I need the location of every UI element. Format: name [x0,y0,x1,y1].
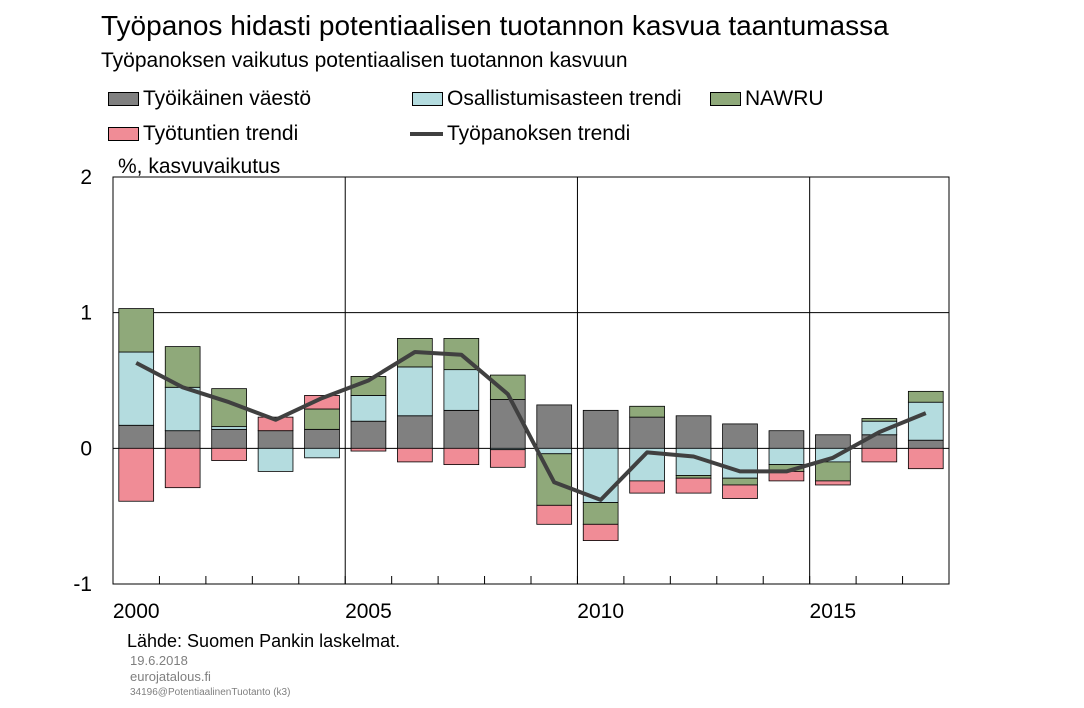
plot-frame [112,176,950,585]
bar-segment [629,405,665,418]
bar-segment [675,477,712,494]
bar-segment [536,504,573,525]
bar-segment [397,366,433,417]
bar-segment [768,430,805,449]
bar-segment [350,447,387,452]
x-tick-label: 2005 [345,600,392,623]
legend-item-nawru: NAWRU [710,87,824,111]
site-name: eurojatalous.fi [130,669,211,684]
legend-label: Työikäinen väestö [143,87,312,110]
bar-segment [815,461,851,482]
bar-segment [257,430,294,449]
x-tick-label: 2010 [577,600,624,623]
legend-swatch-icon [710,92,741,106]
bar-segment [907,390,944,403]
bar-segment [304,408,340,430]
chart-id: 34196@PotentiaalinenTuotanto (k3) [130,687,291,698]
legend-swatch-icon [412,92,443,106]
bar-segment [164,447,201,489]
bar-segment [582,523,619,541]
legend-swatch-icon [108,127,139,141]
date-stamp: 19.6.2018 [130,653,188,668]
bar-segment [675,415,712,449]
bar-segment [629,480,665,494]
bar-segment [118,424,155,449]
bar-segment [722,423,758,449]
bar-segment [815,480,851,486]
bar-segment [443,369,480,411]
bar-segment [861,418,898,422]
x-tick-label: 2000 [113,600,160,623]
bar-segment [861,447,898,463]
legend-label: NAWRU [745,87,824,110]
legend-line-icon [410,132,443,136]
bar-segment [536,404,573,449]
legend-label: Työpanoksen trendi [447,122,631,145]
legend-swatch-icon [108,92,139,106]
bar-segment [907,439,944,449]
legend-item-tyotuntien-trendi: Työtuntien trendi [108,122,298,146]
bar-segment [582,409,619,449]
y-tick-label: 1 [80,302,92,325]
bar-segment [582,502,619,525]
bar-segment [257,447,294,472]
bar-segment [397,415,433,449]
bar-segment [211,447,247,461]
bar-segment [907,401,944,441]
bar-segment [164,430,201,449]
y-tick-label: -1 [73,573,92,596]
bar-segment [629,416,665,449]
bar-segment [489,449,526,468]
bar-segment [489,399,526,449]
bar-segment [304,395,340,410]
bar-segment [350,395,387,422]
chart-title: Työpanos hidasti potentiaalisen tuotanno… [101,10,889,41]
bar-segment [257,416,294,432]
bar-segment [118,308,155,353]
bar-segment [722,477,758,486]
y-axis-unit-label: %, kasvuvaikutus [118,155,281,178]
chart-subtitle: Työpanoksen vaikutus potentiaalisen tuot… [101,49,628,72]
bar-segment [675,475,712,479]
bar-segment [815,434,851,449]
legend-label: Osallistumisasteen trendi [447,87,682,110]
bar-segment [304,428,340,449]
bar-segment [722,484,758,499]
bar-segment [350,420,387,449]
bar-segment [722,447,758,479]
x-tick-label: 2015 [810,600,857,623]
legend-item-tyoikainen-vaesto: Työikäinen väestö [108,87,311,111]
bar-segment [443,447,480,466]
bar-segment [397,447,433,463]
bar-segment [118,447,155,502]
bar-segment [211,428,247,449]
legend-item-tyopanoksen-trendi: Työpanoksen trendi [410,122,630,146]
source-note: Lähde: Suomen Pankin laskelmat. [127,631,401,651]
bar-segment [907,447,944,470]
legend-label: Työtuntien trendi [143,122,299,145]
bar-segment [536,447,573,455]
y-tick-label: 2 [80,166,92,189]
bar-segment [304,447,340,459]
legend-item-osallistumisaste: Osallistumisasteen trendi [412,87,682,111]
bar-segment [768,447,805,466]
bar-segment [443,409,480,449]
bar-segment [211,426,247,430]
y-tick-label: 0 [80,437,92,460]
trend-line [135,350,927,502]
bar-segment [164,386,201,432]
